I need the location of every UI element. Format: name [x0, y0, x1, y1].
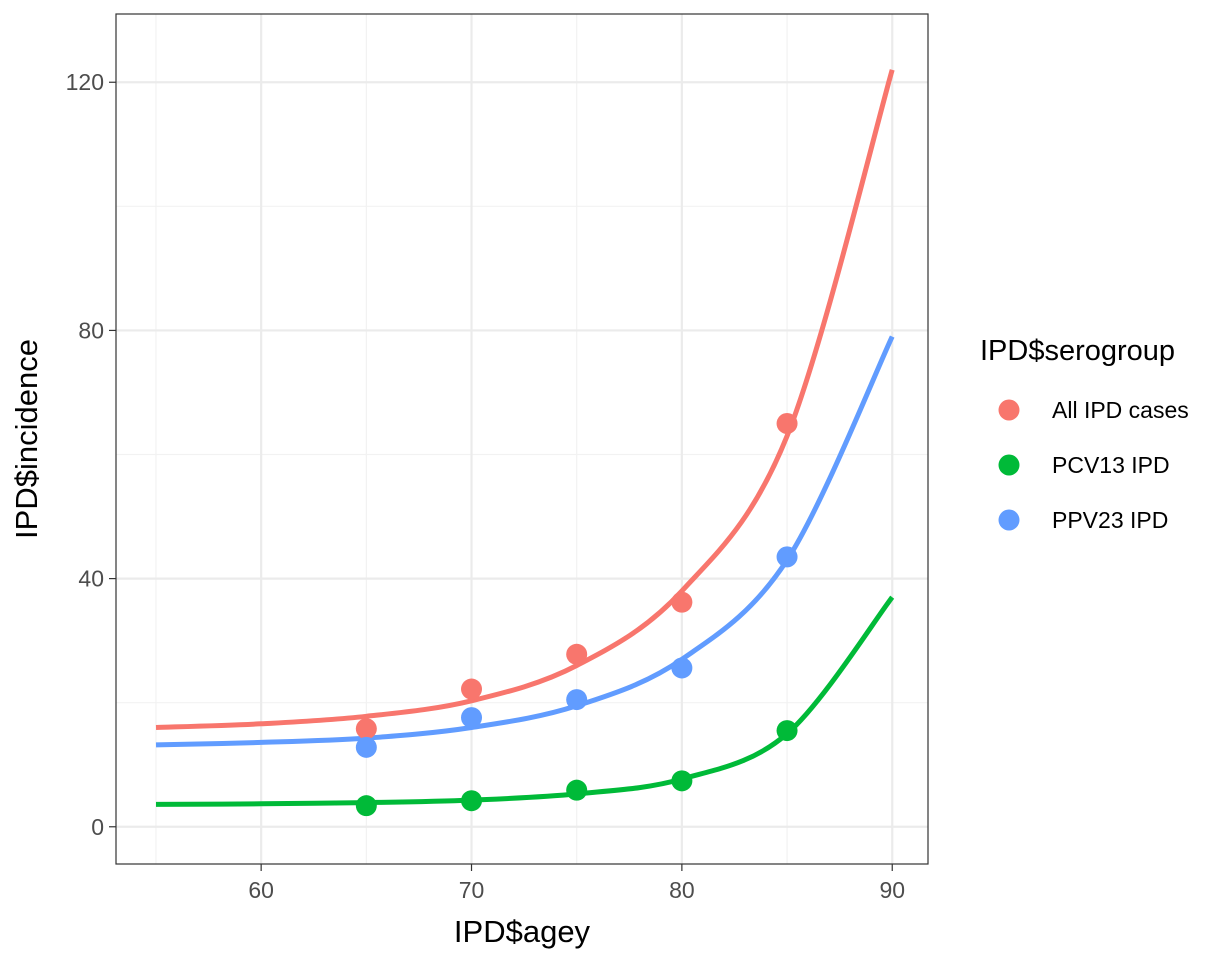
data-point	[566, 689, 588, 711]
y-tick-label: 80	[78, 317, 104, 343]
data-point	[461, 790, 483, 812]
data-point	[671, 657, 693, 679]
x-tick-label: 80	[669, 877, 695, 903]
y-tick-label: 40	[78, 566, 104, 592]
data-points	[355, 412, 798, 817]
legend-title: IPD$serogroup	[980, 335, 1175, 367]
legend-key	[998, 399, 1020, 421]
data-point	[671, 770, 693, 792]
data-point	[461, 678, 483, 700]
y-tick-label: 120	[66, 69, 104, 95]
x-axis-title: IPD$agey	[454, 914, 591, 949]
y-axis-title: IPD$incidence	[9, 339, 44, 539]
legend-label: PPV23 IPD	[1052, 507, 1168, 533]
data-point	[355, 795, 377, 817]
plot-panel	[116, 14, 928, 864]
legend: IPD$serogroup All IPD cases PCV13 IPD PPV2…	[980, 335, 1189, 533]
grid-major	[116, 14, 928, 864]
grid-minor	[116, 14, 928, 864]
x-tick-label: 90	[879, 877, 905, 903]
y-tick-label: 0	[91, 814, 104, 840]
x-axis: 60 70 80 90	[248, 864, 905, 903]
legend-key	[998, 509, 1020, 531]
legend-label: PCV13 IPD	[1052, 452, 1170, 478]
y-axis: 0 40 80 120	[66, 69, 116, 840]
x-tick-label: 70	[459, 877, 485, 903]
x-tick-label: 60	[248, 877, 274, 903]
legend-label: All IPD cases	[1052, 397, 1189, 423]
data-point	[671, 591, 693, 613]
data-point	[461, 707, 483, 729]
data-point	[776, 720, 798, 742]
data-point	[355, 736, 377, 758]
data-point	[355, 718, 377, 740]
data-point	[566, 779, 588, 801]
data-point	[776, 412, 798, 434]
data-point	[776, 546, 798, 568]
data-point	[566, 643, 588, 665]
legend-key	[998, 454, 1020, 476]
fit-line-all-ipd-cases	[155, 69, 895, 730]
plot-border	[115, 13, 929, 865]
